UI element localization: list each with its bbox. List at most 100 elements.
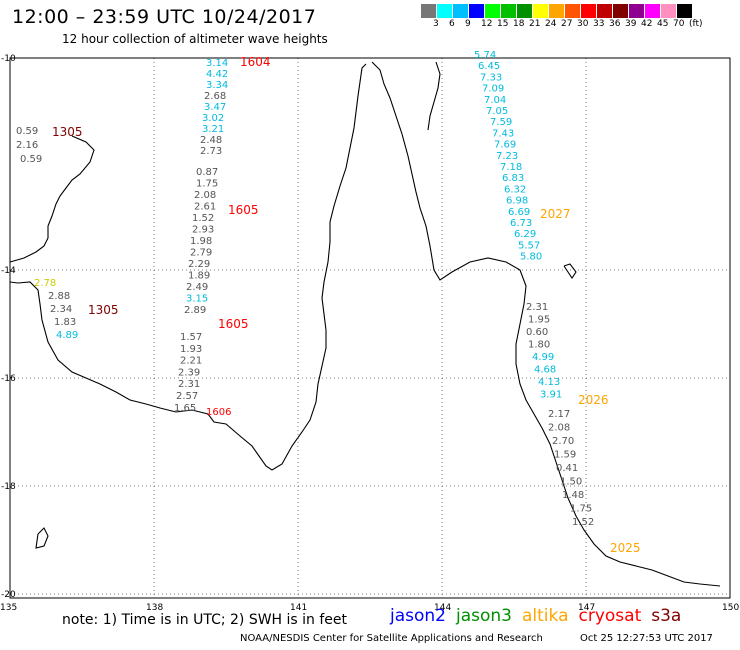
legend-swatch (485, 4, 501, 18)
wave-height-value: 3.15 (186, 294, 208, 305)
legend-label: 27 (561, 19, 573, 29)
legend-swatch (517, 4, 533, 18)
legend-labels: 3 6 9 12 15 18 21 24 27 30 33 36 39 42 45 70 (ft) (421, 18, 703, 30)
legend-label: 39 (625, 19, 637, 29)
longitude-tick-label: 150 (722, 603, 739, 613)
satellite-name: jason3 (456, 606, 512, 626)
wave-height-value: 1.75 (196, 179, 218, 190)
longitude-tick-label: 147 (578, 603, 595, 613)
legend-swatch (421, 4, 437, 18)
legend-swatch (661, 4, 677, 18)
legend-label: (ft) (689, 19, 703, 29)
wave-height-value: 2.68 (204, 91, 226, 102)
wave-height-value: 1.83 (54, 317, 76, 328)
wave-height-value: 6.73 (510, 218, 532, 229)
legend-label: 18 (513, 19, 525, 29)
legend-label: 30 (577, 19, 589, 29)
wave-height-value: 1.89 (188, 271, 210, 282)
wave-height-value: 7.04 (484, 95, 506, 106)
legend-label: 42 (641, 19, 653, 29)
wave-height-value: 0.59 (16, 126, 38, 137)
wave-height-value: 5.80 (520, 252, 542, 263)
wave-height-value: 2.57 (176, 391, 198, 402)
legend-swatch (677, 4, 693, 18)
wave-height-value: 2.31 (526, 302, 548, 313)
coastline-islet-3 (563, 263, 577, 279)
wave-height-value: 2.31 (178, 379, 200, 390)
wave-height-value: 2.39 (178, 367, 200, 378)
longitude-tick-label: 138 (146, 603, 163, 613)
axis-labels: 135 138 141 144 147 150 -10 -14 -16 -18 -20 (0, 54, 739, 613)
pass-time-label: 1605 (228, 203, 259, 217)
wave-height-value: 2.61 (194, 202, 216, 213)
wave-height-value: 3.47 (204, 102, 226, 113)
legend-swatch (501, 4, 517, 18)
longitude-tick-label: 144 (434, 603, 451, 613)
legend-swatch (581, 4, 597, 18)
map-frame (9, 57, 731, 599)
satellite-legend: jason2 jason3 altika cryosat s3a (390, 606, 691, 626)
wave-height-value: 1.52 (192, 213, 214, 224)
altimeter-track-labels: 0.59 2.16 0.59 1305 2.78 2.88 2.34 1.83 4.89 1305… (16, 50, 641, 555)
pass-time-label: 1605 (218, 317, 249, 331)
latitude-tick-label: -20 (1, 590, 16, 600)
satellite-name: s3a (651, 606, 682, 626)
wave-height-value: 2.21 (180, 356, 202, 367)
coastline-islet-2 (35, 527, 49, 549)
wave-height-value: 1.57 (180, 332, 202, 343)
wave-height-value: 4.13 (538, 377, 560, 388)
legend-label: 45 (657, 19, 669, 29)
pass-time-label: 1604 (240, 55, 271, 69)
wave-height-value: 1.59 (554, 450, 576, 461)
latitude-tick-label: -18 (1, 482, 16, 492)
coastline-new-guinea (9, 63, 367, 471)
wave-height-value: 4.89 (56, 330, 78, 341)
legend-label: 15 (497, 19, 509, 29)
page-subtitle: 12 hour collection of altimeter wave hei… (62, 32, 328, 46)
longitude-tick-label: 135 (0, 603, 17, 613)
wave-height-value: 2.79 (190, 248, 212, 259)
legend-label: 6 (449, 19, 455, 29)
legend-label: 21 (529, 19, 541, 29)
wave-height-value: 4.99 (532, 352, 554, 363)
wave-height-value: 2.08 (548, 423, 570, 434)
pass-time-label: 2026 (578, 393, 609, 407)
wave-height-value: 3.02 (202, 113, 224, 124)
wave-height-value: 5.57 (518, 240, 540, 251)
coastline-islet-1 (427, 61, 441, 131)
timestamp-text: Oct 25 12:27:53 UTC 2017 (580, 633, 713, 644)
pass-time-label: 1305 (52, 125, 83, 139)
page-title: 12:00 – 23:59 UTC 10/24/2017 (12, 6, 317, 28)
wave-height-value: 2.89 (184, 305, 206, 316)
wave-height-value: 2.29 (188, 259, 210, 270)
pass-time-label: 2025 (610, 541, 641, 555)
legend-swatch (533, 4, 549, 18)
wave-height-value: 7.18 (500, 162, 522, 173)
wave-height-value: 1.48 (562, 490, 584, 501)
gridlines (10, 58, 730, 598)
legend-label: 33 (593, 19, 605, 29)
footer-note: note: 1) Time is in UTC; 2) SWH is in fe… (62, 612, 348, 628)
legend-label: 3 (433, 19, 439, 29)
satellite-name: cryosat (578, 606, 642, 626)
wave-height-value: 2.93 (192, 225, 214, 236)
latitude-tick-label: -16 (1, 374, 16, 384)
wave-height-value: 3.14 (206, 58, 228, 69)
wave-height-value: 3.91 (540, 390, 562, 401)
wave-height-value: 4.42 (206, 69, 228, 80)
legend-swatch (565, 4, 581, 18)
legend-swatch (613, 4, 629, 18)
wave-height-value: 0.41 (556, 463, 578, 474)
wave-height-value: 2.16 (16, 140, 38, 151)
satellite-name: altika (522, 606, 569, 626)
wave-height-value: 2.48 (200, 135, 222, 146)
wave-height-value: 6.98 (506, 196, 528, 207)
wave-height-value: 7.59 (490, 117, 512, 128)
wave-height-value: 1606 (206, 407, 231, 418)
wave-height-value: 4.68 (534, 365, 556, 376)
credit-text: NOAA/NESDIS Center for Satellite Applica… (240, 633, 543, 644)
wave-height-value: 6.83 (502, 173, 524, 184)
wave-height-value: 7.33 (480, 72, 502, 83)
legend-swatch (629, 4, 645, 18)
